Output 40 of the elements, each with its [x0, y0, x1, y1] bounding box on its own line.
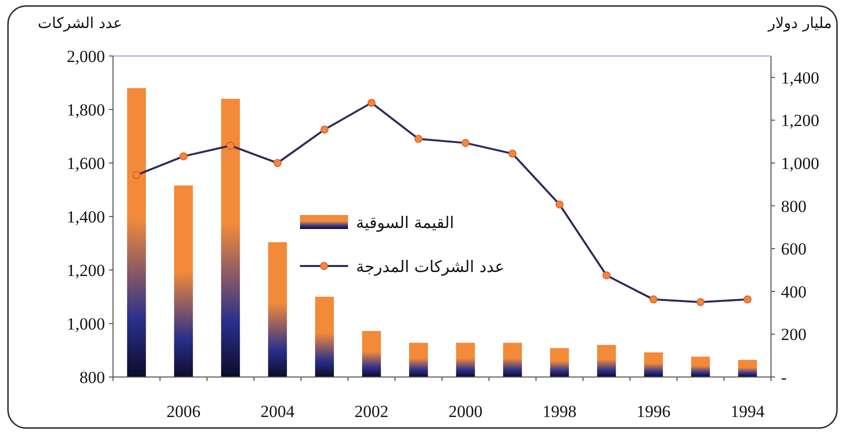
bar	[738, 360, 757, 377]
x-tick-label: 1998	[542, 402, 576, 421]
x-tick-label: 2006	[166, 402, 200, 421]
bar	[597, 344, 616, 377]
y2-tick-label: -	[781, 368, 787, 387]
y2-axis-title: مليار دولار	[767, 14, 832, 32]
bar	[268, 242, 287, 377]
legend-label: القيمة السوقية	[356, 213, 454, 232]
bar	[456, 342, 475, 377]
y-tick-label: 2,000	[66, 47, 105, 66]
y-tick-label: 1,600	[66, 154, 105, 173]
y2-tick-label: 800	[781, 196, 806, 216]
bar	[127, 88, 146, 377]
y-axis-title: عدد الشركات	[38, 14, 122, 32]
bar	[362, 330, 381, 377]
y2-tick-label: 1,000	[781, 154, 820, 173]
bar	[550, 348, 569, 377]
y-tick-label: 1,800	[66, 100, 105, 120]
bar	[691, 356, 710, 377]
y-tick-label: 800	[80, 368, 105, 387]
y-tick-label: 1,200	[66, 261, 105, 280]
bar	[221, 98, 240, 377]
bar	[503, 342, 522, 377]
y-tick-label: 1,000	[66, 314, 105, 334]
x-tick-label: 2002	[354, 402, 388, 421]
y2-tick-label: 200	[781, 325, 806, 344]
y2-tick-label: 1,400	[781, 68, 820, 88]
bar	[409, 342, 428, 377]
x-tick-label: 2000	[448, 402, 482, 421]
bar	[644, 352, 663, 377]
y2-tick-label: 600	[781, 240, 806, 259]
y-tick-label: 1,400	[66, 208, 105, 226]
x-tick-label: 1996	[636, 402, 670, 421]
bar	[315, 296, 334, 377]
bar	[174, 185, 193, 377]
legend-label: عدد الشركات المدرجة	[356, 257, 504, 276]
x-tick-label: 1994	[730, 402, 765, 421]
x-tick-label: 2004	[260, 402, 295, 421]
y2-tick-label: 1,200	[781, 111, 820, 130]
y2-tick-label: 400	[781, 282, 806, 302]
